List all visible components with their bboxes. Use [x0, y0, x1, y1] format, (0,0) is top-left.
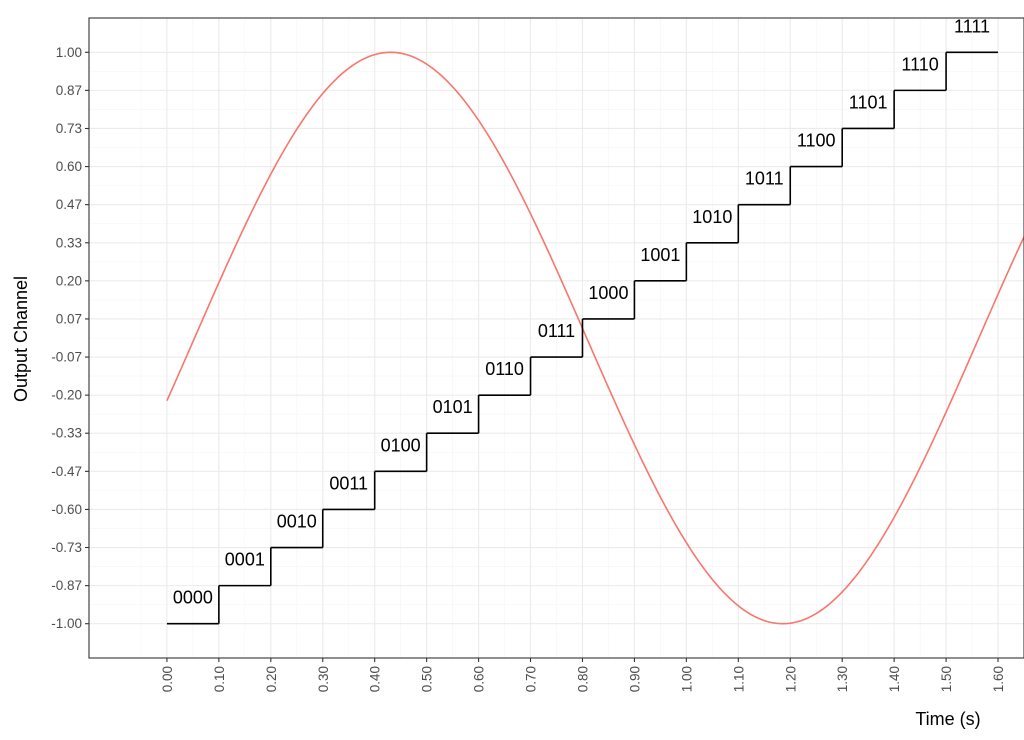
x-axis: 0.00 0.10 0.20 0.30 0.40 0.50 0.60 0.70 0.80 0.90…	[160, 658, 1006, 692]
step-code-label: 0011	[329, 473, 368, 493]
step-labels: 0000 0001 0010 0011 0100 0101 0110 0111 1000 1001…	[173, 16, 990, 607]
x-tick-label: 1.10	[731, 666, 746, 692]
step-code-label: 0000	[173, 588, 213, 608]
step-code-label: 0010	[277, 512, 317, 532]
step-code-label: 1100	[797, 131, 836, 151]
x-tick-label: 0.40	[368, 666, 383, 692]
x-tick-label: 0.90	[627, 666, 642, 692]
x-tick-label: 1.30	[835, 666, 850, 692]
x-tick-label: 0.70	[524, 666, 539, 692]
step-code-label: 1001	[640, 245, 680, 265]
y-tick-label: -1.00	[51, 616, 82, 631]
step-code-label: 1010	[692, 207, 732, 227]
step-code-label: 1000	[588, 283, 628, 303]
x-axis-title: Time (s)	[915, 709, 980, 729]
x-tick-label: 0.10	[212, 666, 227, 692]
y-tick-label: -0.20	[51, 388, 82, 403]
y-tick-label: 0.60	[56, 159, 82, 174]
grid-minor	[89, 18, 1024, 658]
y-tick-label: 0.73	[56, 121, 82, 136]
x-tick-label: 0.20	[264, 666, 279, 692]
y-axis-title: Output Channel	[11, 276, 31, 402]
y-tick-label: 0.07	[56, 311, 82, 326]
step-code-label: 0101	[433, 397, 473, 417]
step-code-label: 0110	[485, 359, 524, 379]
step-code-label: 0100	[381, 435, 421, 455]
y-tick-label: -0.60	[51, 502, 82, 517]
y-tick-label: -0.47	[51, 464, 82, 479]
x-tick-label: 0.30	[316, 666, 331, 692]
y-tick-label: 0.47	[56, 197, 82, 212]
step-code-label: 1011	[745, 169, 784, 189]
y-tick-label: -0.87	[51, 578, 82, 593]
step-code-label: 1111	[954, 16, 990, 36]
x-tick-label: 0.60	[472, 666, 487, 692]
x-tick-label: 0.50	[420, 666, 435, 692]
step-code-label: 1110	[901, 54, 938, 74]
y-tick-label: 1.00	[56, 45, 82, 60]
x-tick-label: 0.00	[160, 666, 175, 692]
y-tick-label: 0.33	[56, 235, 82, 250]
step-code-label: 0111	[538, 321, 575, 341]
y-axis: -1.00 -0.87 -0.73 -0.60 -0.47 -0.33 -0.20 -0.07…	[51, 45, 89, 631]
step-code-label: 0001	[225, 550, 265, 570]
y-tick-label: -0.73	[51, 540, 82, 555]
x-tick-label: 1.50	[939, 666, 954, 692]
y-tick-label: 0.87	[56, 83, 82, 98]
sine-wave-line	[166, 51, 1024, 625]
y-tick-label: -0.33	[51, 426, 82, 441]
y-tick-label: 0.20	[56, 273, 82, 288]
x-tick-label: 1.00	[679, 666, 694, 692]
y-tick-label: -0.07	[51, 350, 82, 365]
x-tick-label: 1.20	[783, 666, 798, 692]
step-code-label: 1101	[849, 92, 888, 112]
x-tick-label: 0.80	[575, 666, 590, 692]
panel-border	[88, 17, 1024, 659]
series-layer	[166, 51, 1024, 625]
x-tick-label: 1.60	[991, 666, 1006, 692]
x-tick-label: 1.40	[887, 666, 902, 692]
